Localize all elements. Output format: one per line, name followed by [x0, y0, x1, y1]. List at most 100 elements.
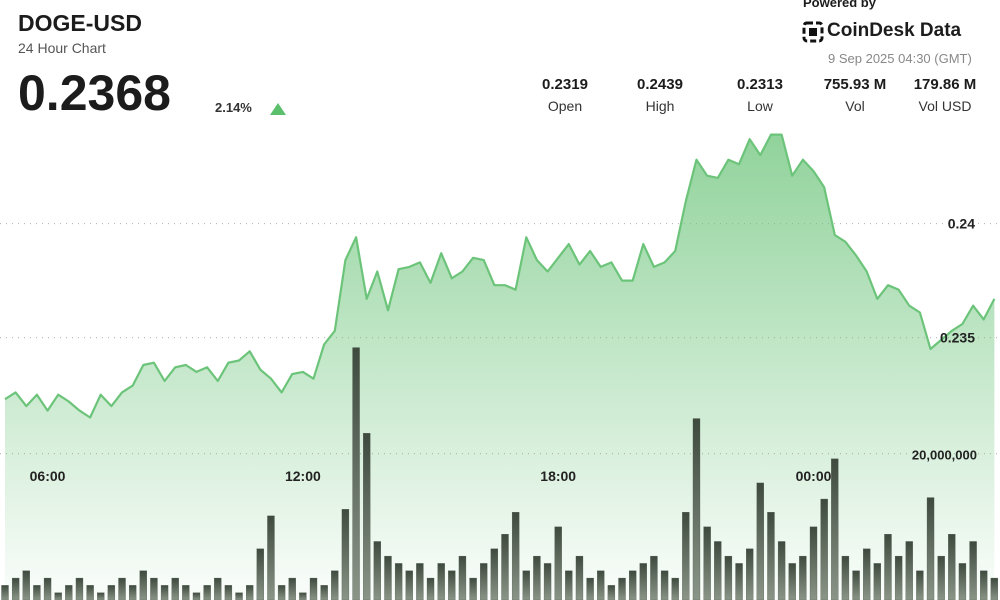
stat-label: High [645, 98, 675, 114]
stat-value: 0.2439 [637, 76, 683, 93]
volume-bar [767, 512, 775, 600]
volume-bar [309, 577, 318, 600]
volume-bar [43, 577, 52, 600]
timestamp: 9 Sep 2025 04:30 (GMT) [828, 51, 972, 66]
volume-bar [128, 585, 137, 600]
volume-bar [650, 555, 658, 600]
volume-bar [54, 592, 62, 600]
volume-bar [118, 577, 126, 600]
volume-bar [916, 570, 924, 600]
volume-bar [363, 433, 371, 600]
volume-bar [746, 548, 754, 600]
volume-bar [756, 482, 764, 600]
volume-bar [628, 570, 637, 600]
volume-bar [969, 541, 977, 600]
stat-value: 0.2313 [737, 76, 783, 93]
change: 2.14% [215, 100, 252, 115]
volume-bar [65, 585, 73, 600]
volume-bar [511, 512, 520, 600]
volume-bar [394, 563, 403, 600]
x-tick-label: 18:00 [540, 468, 576, 484]
volume-bar [682, 512, 690, 600]
volume-bar [107, 585, 116, 600]
volume-bar [660, 570, 669, 600]
volume-bar [331, 570, 339, 600]
volume-bar [373, 541, 382, 600]
volume-bar [777, 541, 786, 600]
volume-bar [586, 577, 594, 600]
volume-bar [533, 555, 541, 600]
volume-bar [873, 563, 882, 600]
volume-bar [33, 585, 41, 600]
stat-label: Vol USD [918, 98, 972, 114]
y-tick-label: 0.235 [940, 330, 975, 346]
volume-bar [97, 592, 105, 600]
volume-bar [458, 555, 467, 600]
symbol: DOGE-USD [18, 10, 142, 36]
volume-bar [543, 563, 552, 600]
volume-bar [894, 555, 903, 600]
volume-bar [937, 555, 945, 600]
volume-bar [171, 577, 179, 600]
volume-bar [618, 577, 626, 600]
volume-bar [75, 577, 84, 600]
volume-bar [831, 458, 839, 600]
volume-bar [490, 548, 499, 600]
volume-bar [352, 347, 360, 600]
volume-bar [597, 570, 605, 600]
volume-bar [86, 585, 94, 600]
volume-bar [852, 570, 860, 600]
x-tick-label: 06:00 [30, 468, 66, 484]
stat-value: 179.86 M [913, 76, 977, 93]
volume-bar [437, 563, 445, 600]
volume-bar [671, 577, 679, 600]
volume-bar [214, 577, 222, 600]
volume-bar [863, 548, 871, 600]
volume-bar [905, 541, 913, 600]
volume-bar [480, 563, 488, 600]
volume-bar [735, 563, 743, 600]
volume-bar [203, 585, 211, 600]
volume-bar [416, 563, 424, 600]
volume-bar [288, 577, 296, 600]
volume-bar [299, 592, 307, 600]
volume-bar [948, 533, 956, 600]
volume-bar [703, 526, 711, 600]
volume-bar [884, 533, 892, 600]
volume-bar [820, 498, 828, 600]
volume-bar [320, 585, 328, 600]
volume-bar [277, 585, 286, 600]
y-tick-label: 0.24 [948, 216, 975, 232]
volume-bar [565, 570, 573, 600]
volume-bar [256, 548, 264, 600]
subtitle: 24 Hour Chart [18, 40, 106, 56]
volume-bar [788, 563, 796, 600]
volume-bar [926, 497, 935, 600]
stat-value: 0.2319 [542, 76, 588, 93]
volume-bar [22, 570, 30, 600]
volume-bar [11, 577, 20, 600]
volume-bar [1, 585, 9, 600]
volume-bar [160, 585, 169, 600]
volume-bar [341, 509, 350, 600]
volume-bar [554, 526, 562, 600]
volume-bar [267, 515, 275, 600]
powered-by: Powered by [803, 0, 876, 10]
volume-bar [139, 570, 147, 600]
brand-logo [802, 21, 824, 43]
x-tick-label: 00:00 [796, 468, 832, 484]
volume-bar [714, 541, 722, 600]
volume-bar [575, 555, 584, 600]
volume-bar [150, 577, 158, 600]
volume-bar [724, 555, 733, 600]
volume-bar [522, 570, 530, 600]
volume-bar [809, 526, 818, 600]
price-area [5, 134, 995, 600]
volume-bar [692, 418, 701, 600]
volume-bar [405, 570, 413, 600]
volume-bar [501, 533, 509, 600]
volume-bar [224, 585, 233, 600]
y2-tick-label: 20,000,000 [912, 448, 977, 463]
volume-bar [246, 585, 254, 600]
